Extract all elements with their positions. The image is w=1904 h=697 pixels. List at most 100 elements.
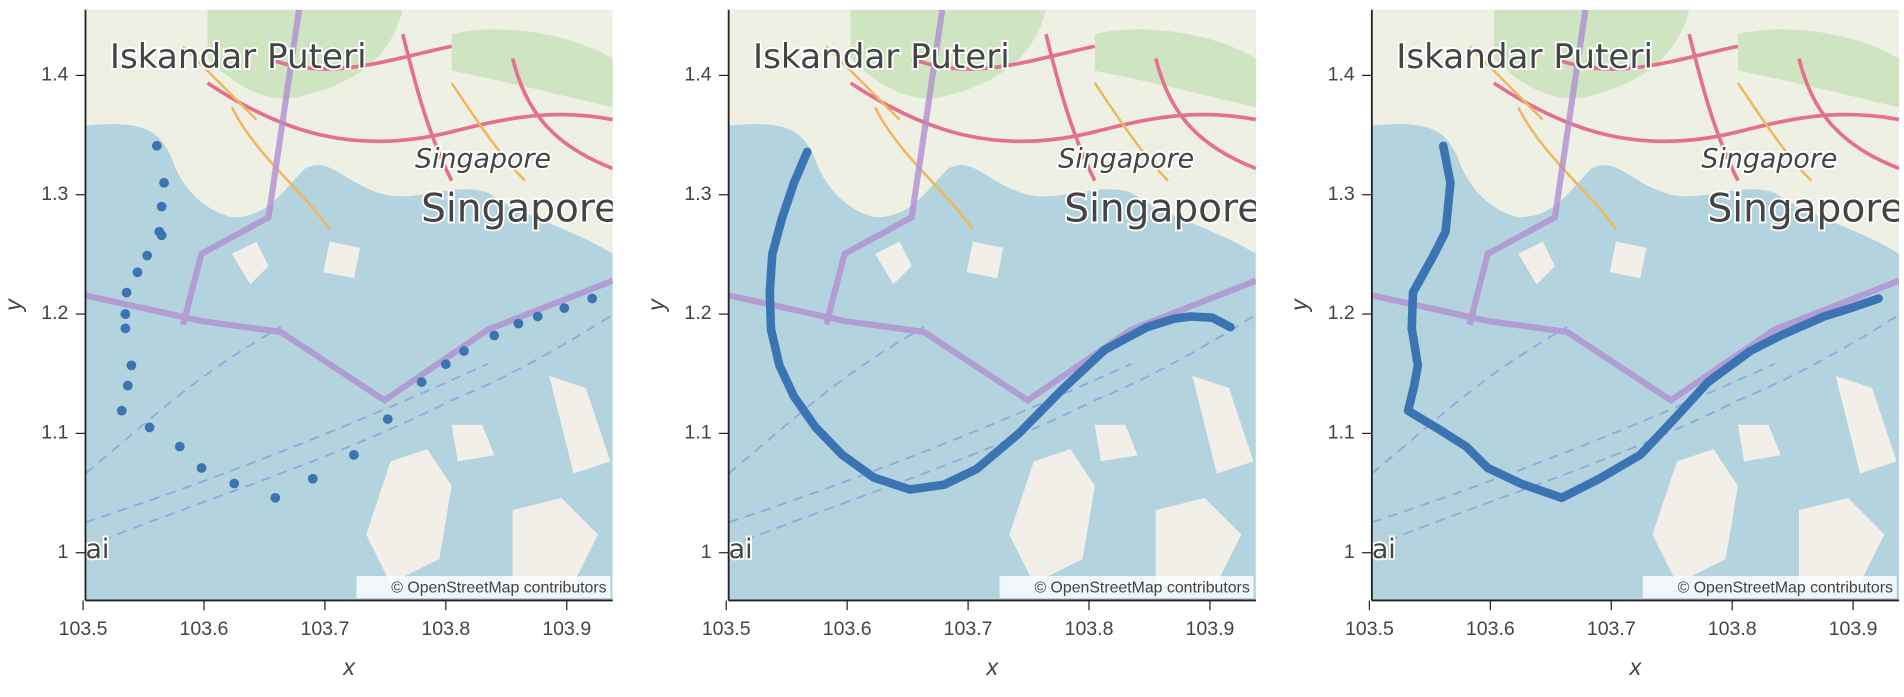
point [151,140,162,151]
attribution: © OpenStreetMap contributors [1678,579,1893,596]
x-tick-label: 103.7 [944,618,993,640]
map-label: Iskandar Puteri [110,37,367,77]
x-tick-label: 103.5 [59,618,108,640]
y-tick-label: 1.2 [1328,302,1355,324]
map-roads [206,33,613,182]
x-axis-label: x [1629,654,1643,680]
point [122,380,133,391]
map-label: ai [85,534,109,565]
map-roads-minor [182,45,526,231]
y-tick-label: 1.1 [684,422,711,444]
point [132,267,143,278]
map-shipping [1371,314,1900,548]
data-layer [116,140,598,503]
map-label: Singapore [1058,143,1194,174]
map-label: Singapore [421,187,618,232]
point [416,377,427,387]
point [144,422,155,433]
point [440,359,451,370]
point [156,230,167,241]
map-label: Iskandar Puteri [753,37,1010,77]
map-label: Iskandar Puteri [1396,37,1653,77]
x-axis-label: x [985,654,999,680]
x-tick-label: 103.8 [421,618,470,640]
y-tick-label: 1.4 [684,64,711,86]
y-tick-label: 1 [58,541,69,563]
point [159,177,169,188]
x-tick-label: 103.8 [1708,618,1757,640]
map-roads-minor [1468,45,1813,231]
point [120,309,131,319]
x-tick-label: 103.5 [1345,618,1394,640]
point [156,201,167,212]
map-islands [1518,241,1897,584]
attribution-bg [1642,576,1897,599]
y-tick-label: 1.3 [684,183,711,205]
x-tick-label: 103.6 [180,618,229,640]
map-label: ai [1372,534,1396,565]
map-label: ai [729,534,753,565]
map-roads-minor [825,45,1169,231]
point [587,293,598,304]
y-tick-label: 1 [701,541,712,563]
plot-area: Iskandar Puteri Singapore Singapore ai © Ope… [85,9,618,601]
point [349,449,359,460]
point [126,360,137,371]
point [382,414,393,424]
point [513,318,524,329]
y-tick-label: 1.4 [1328,64,1355,86]
attribution-bg [999,576,1254,599]
panel: Iskandar Puteri Singapore Singapore ai © Ope… [1286,9,1904,680]
point [121,287,132,298]
x-tick-label: 103.8 [1065,618,1114,640]
x-tick-label: 103.6 [823,618,872,640]
y-tick-label: 1.3 [41,183,68,205]
panel: Iskandar Puteri Singapore Singapore ai © Ope… [643,9,1261,680]
point [174,441,185,452]
x-tick-label: 103.9 [542,618,591,640]
map-green [207,9,613,108]
map-islands [231,241,611,584]
point [116,405,127,416]
map-shipping [728,314,1256,548]
y-axis-label: y [1286,298,1312,313]
y-axis-label: y [0,298,26,313]
y-tick-label: 1.2 [684,302,711,324]
x-tick-label: 103.6 [1466,618,1515,640]
map-label: Singapore [1064,187,1261,232]
map-label: Singapore [1707,187,1904,232]
map-shipping [85,314,613,548]
map-label: Singapore [415,143,551,174]
x-tick-label: 103.5 [702,618,751,640]
x-tick-label: 103.7 [1587,618,1636,640]
track-line [765,147,1235,494]
attribution-bg [356,576,611,599]
point [229,478,240,489]
map-border [1371,9,1900,404]
x-tick-label: 103.7 [300,618,349,640]
point [559,303,570,313]
y-tick-label: 1.3 [1328,183,1355,205]
x-axis-label: x [342,654,356,680]
y-tick-label: 1.1 [1328,422,1355,444]
point [489,330,500,341]
point [270,492,281,503]
attribution: © OpenStreetMap contributors [391,579,606,596]
point [532,311,543,322]
map-label: Singapore [1701,143,1837,174]
map-border [85,9,613,404]
plot-area: Iskandar Puteri Singapore Singapore ai © Ope… [1371,9,1904,601]
data-layer [1403,141,1883,503]
attribution: © OpenStreetMap contributors [1034,579,1249,596]
map-green [850,9,1256,108]
point [307,473,318,484]
y-tick-label: 1 [1344,541,1355,563]
x-tick-label: 103.9 [1186,618,1235,640]
map-roads [1492,33,1900,182]
x-tick-label: 103.9 [1829,618,1878,640]
point [459,346,469,356]
point [120,323,131,334]
point [142,250,153,261]
plot-area: Iskandar Puteri Singapore Singapore ai © Ope… [728,9,1261,601]
